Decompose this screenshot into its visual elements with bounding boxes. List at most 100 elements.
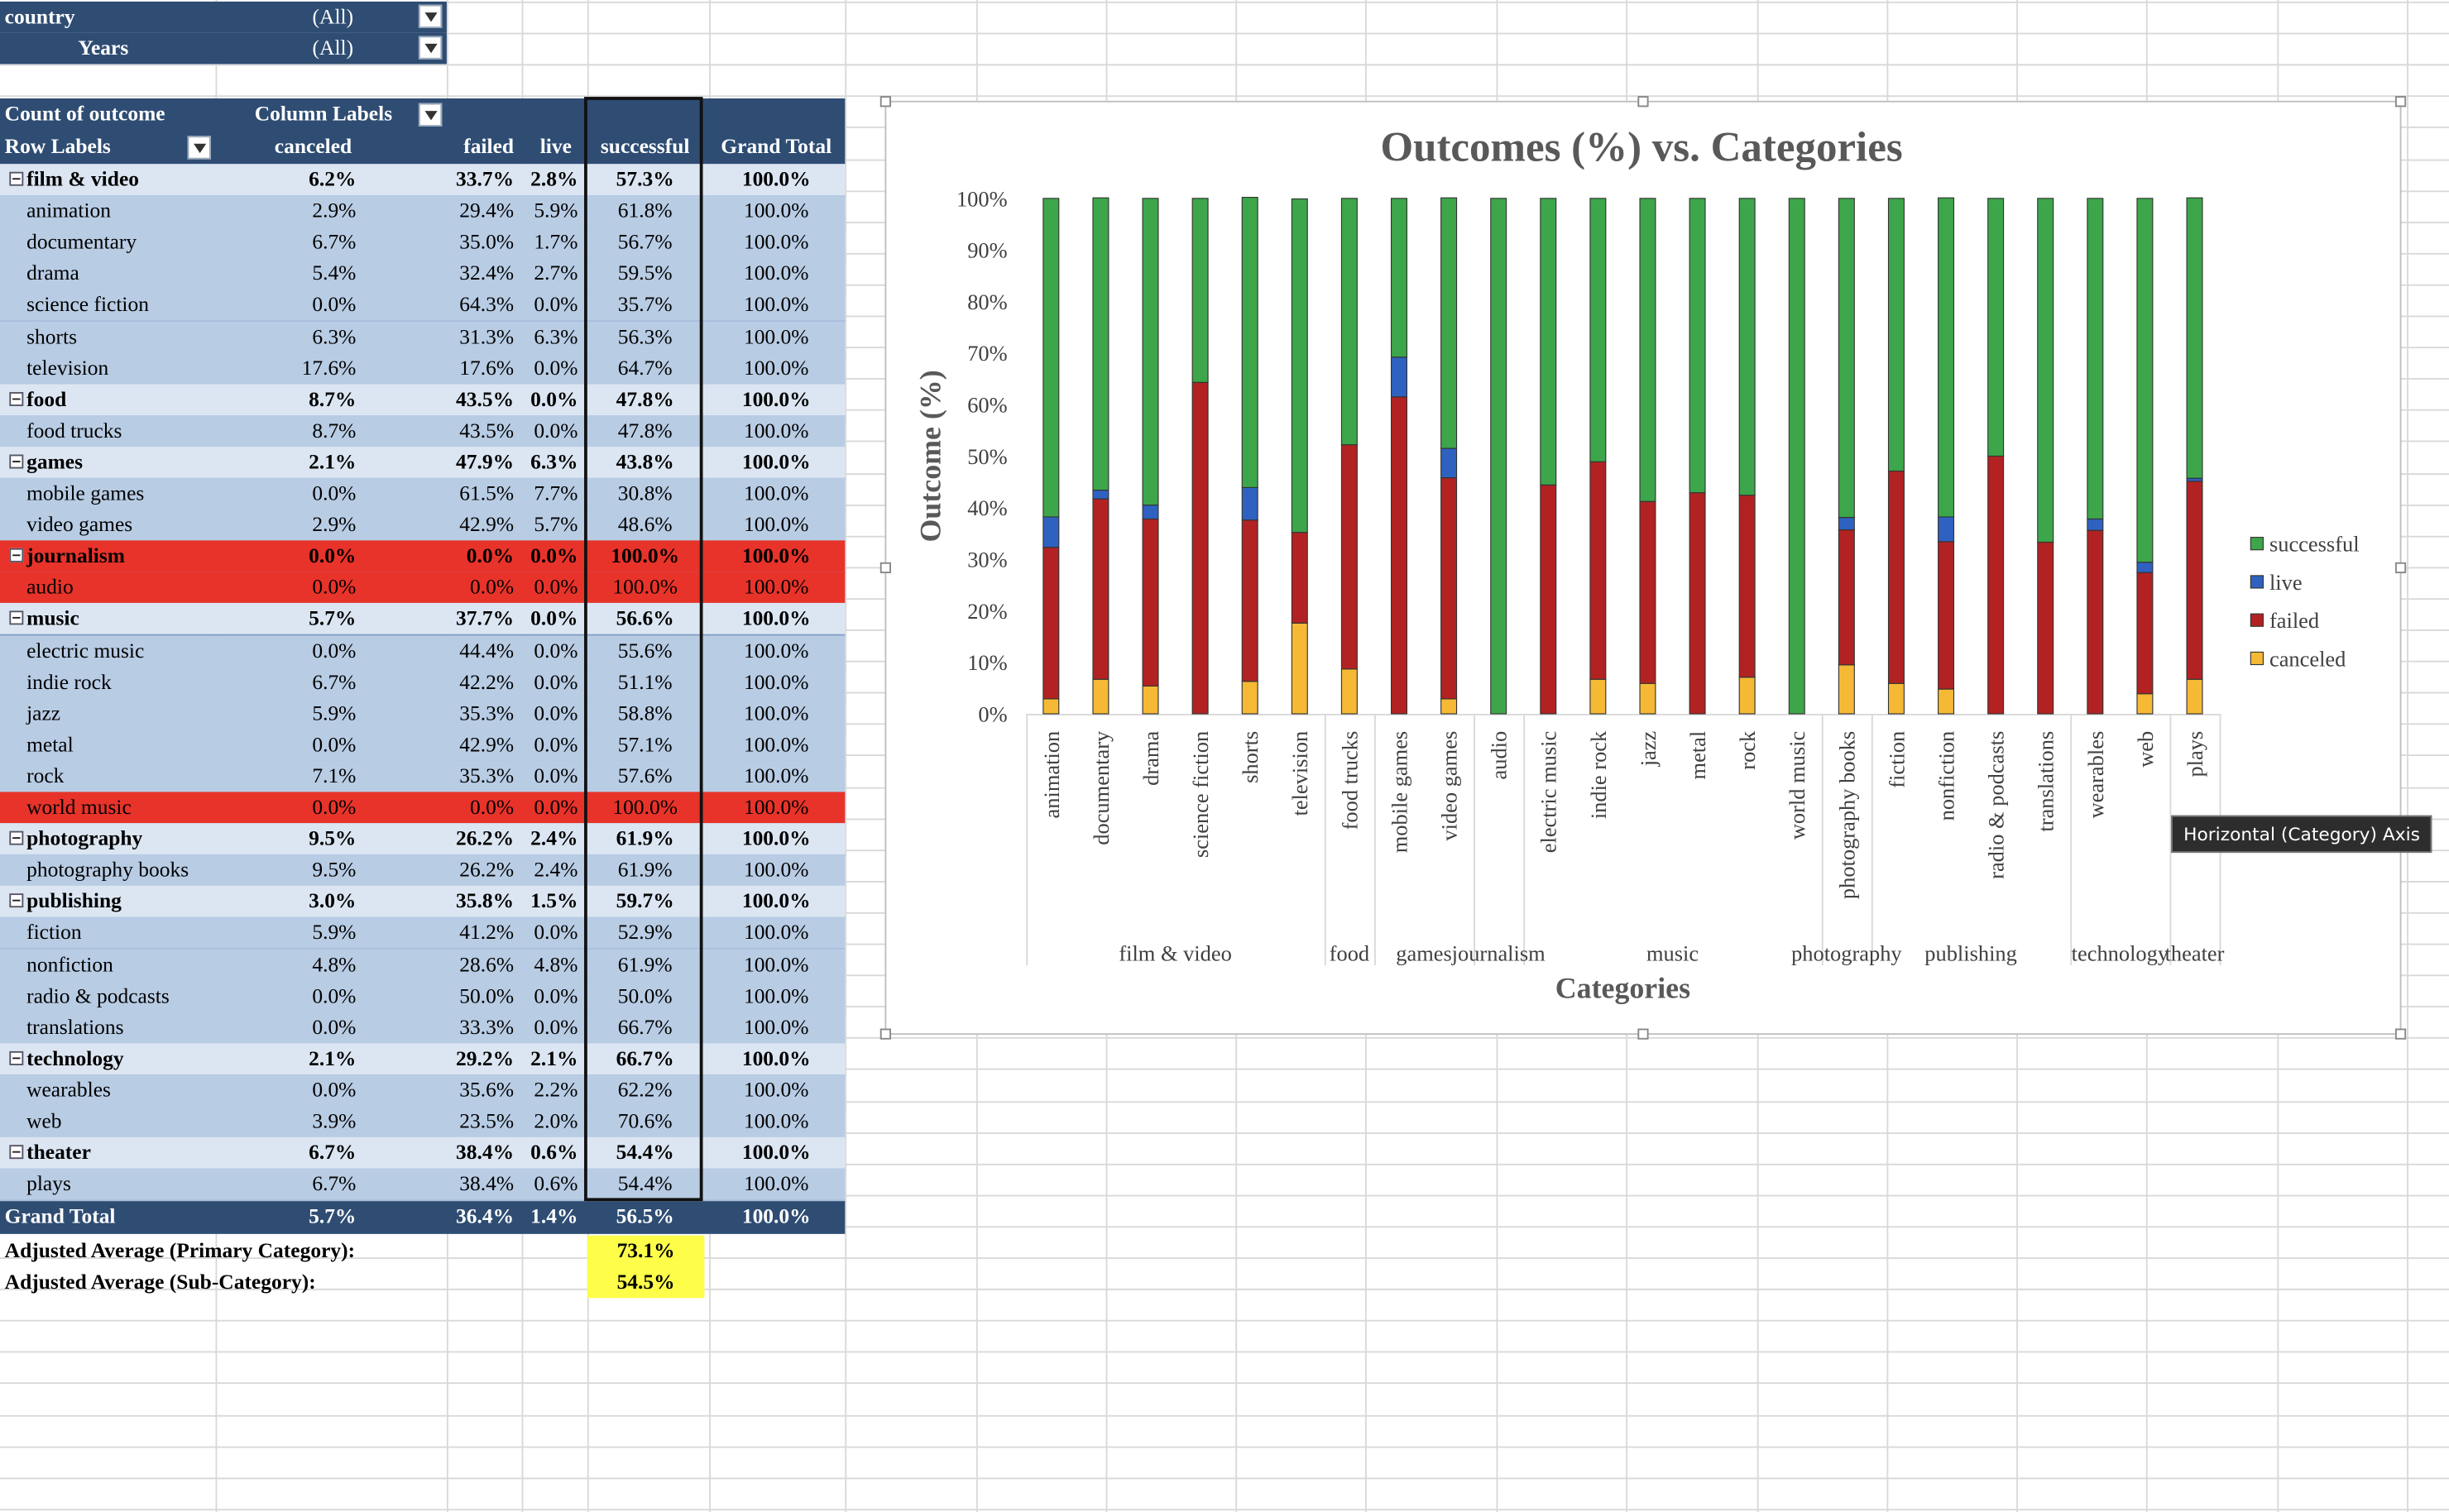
cell-canceled[interactable]: 8.7% [312, 419, 357, 443]
cell-failed[interactable]: 0.0% [466, 543, 515, 567]
cell-successful[interactable]: 61.9% [616, 825, 674, 850]
table-row[interactable] [0, 885, 846, 919]
cell-failed[interactable]: 17.6% [459, 356, 515, 380]
cell-live[interactable]: 1.7% [534, 229, 578, 253]
cell-canceled[interactable]: 5.7% [309, 605, 357, 630]
cell-canceled[interactable]: 0.0% [312, 1077, 357, 1102]
col-header-failed[interactable]: failed [463, 134, 515, 158]
cell-live[interactable]: 0.0% [530, 543, 578, 567]
cell-grand-total[interactable]: 100.0% [743, 857, 809, 882]
table-row[interactable] [0, 760, 846, 794]
row-label-category[interactable]: games [26, 449, 84, 474]
table-row[interactable] [0, 1105, 846, 1139]
cell-successful[interactable]: 48.6% [617, 512, 673, 536]
cell-failed[interactable]: 47.9% [456, 449, 515, 474]
cell-live[interactable]: 0.0% [534, 356, 578, 380]
cell-live[interactable]: 2.4% [530, 825, 578, 850]
cell-successful[interactable]: 30.8% [617, 481, 673, 505]
cell-failed[interactable]: 38.4% [456, 1140, 515, 1164]
cell-canceled[interactable]: 8.7% [309, 387, 357, 411]
cell-live[interactable]: 5.9% [534, 198, 578, 222]
filter-years-dropdown-icon[interactable] [418, 36, 443, 60]
cell-canceled[interactable]: 6.7% [309, 1140, 357, 1164]
cell-grand-total[interactable]: 100.0% [743, 920, 809, 944]
grand-total-canceled[interactable]: 5.7% [309, 1203, 357, 1228]
cell-grand-total[interactable]: 100.0% [741, 888, 811, 912]
cell-canceled[interactable]: 6.7% [312, 229, 357, 253]
cell-grand-total[interactable]: 100.0% [743, 481, 809, 505]
cell-failed[interactable]: 35.0% [459, 229, 515, 253]
cell-failed[interactable]: 0.0% [469, 795, 515, 819]
table-row[interactable] [0, 916, 846, 950]
cell-failed[interactable]: 31.3% [459, 324, 515, 349]
cell-successful[interactable]: 54.4% [617, 1171, 673, 1195]
table-row[interactable] [0, 602, 846, 636]
cell-successful[interactable]: 47.8% [617, 419, 673, 443]
row-label-subcategory[interactable]: radio & podcasts [26, 983, 170, 1008]
cell-failed[interactable]: 28.6% [459, 952, 515, 977]
row-label-category[interactable]: technology [26, 1046, 124, 1070]
grand-total-failed[interactable]: 36.4% [456, 1203, 515, 1228]
row-label-category[interactable]: journalism [26, 543, 126, 567]
cell-successful[interactable]: 57.1% [617, 732, 673, 756]
cell-grand-total[interactable]: 100.0% [743, 732, 809, 756]
row-label-subcategory[interactable]: television [26, 356, 109, 380]
cell-canceled[interactable]: 0.0% [312, 983, 357, 1008]
cell-successful[interactable]: 55.6% [617, 639, 673, 663]
table-row[interactable] [0, 729, 846, 763]
cell-live[interactable]: 0.0% [534, 292, 578, 316]
row-label-subcategory[interactable]: photography books [26, 857, 189, 882]
row-label-subcategory[interactable]: mobile games [26, 481, 145, 505]
table-row[interactable] [0, 257, 846, 291]
cell-grand-total[interactable]: 100.0% [743, 419, 809, 443]
collapse-icon[interactable] [9, 1050, 24, 1065]
row-label-subcategory[interactable]: nonfiction [26, 952, 113, 977]
row-label-category[interactable]: publishing [26, 888, 122, 912]
cell-successful[interactable]: 56.7% [617, 229, 673, 253]
collapse-icon[interactable] [9, 454, 24, 469]
cell-grand-total[interactable]: 100.0% [743, 763, 809, 787]
cell-grand-total[interactable]: 100.0% [743, 512, 809, 536]
row-label-subcategory[interactable]: audio [26, 574, 74, 599]
row-label-subcategory[interactable]: world music [26, 795, 132, 819]
cell-failed[interactable]: 43.5% [456, 387, 515, 411]
cell-canceled[interactable]: 6.7% [312, 1171, 357, 1195]
cell-live[interactable]: 0.0% [534, 639, 578, 663]
cell-failed[interactable]: 35.3% [459, 701, 515, 725]
cell-failed[interactable]: 42.9% [459, 732, 515, 756]
cell-live[interactable]: 4.8% [534, 952, 578, 977]
cell-successful[interactable]: 57.3% [616, 167, 674, 191]
cell-successful[interactable]: 59.5% [617, 261, 673, 285]
cell-canceled[interactable]: 5.9% [312, 701, 357, 725]
cell-canceled[interactable]: 0.0% [312, 795, 357, 819]
filter-country-dropdown-icon[interactable] [418, 4, 443, 28]
cell-successful[interactable]: 58.8% [617, 701, 673, 725]
cell-successful[interactable]: 61.9% [617, 952, 673, 977]
cell-failed[interactable]: 23.5% [459, 1108, 515, 1133]
column-labels-dropdown-icon[interactable] [418, 103, 443, 127]
cell-live[interactable]: 2.2% [534, 1077, 578, 1102]
cell-live[interactable]: 1.5% [530, 888, 578, 912]
cell-grand-total[interactable]: 100.0% [741, 825, 811, 850]
cell-canceled[interactable]: 2.9% [312, 512, 357, 536]
collapse-icon[interactable] [9, 610, 24, 625]
cell-grand-total[interactable]: 100.0% [741, 543, 811, 567]
cell-canceled[interactable]: 17.6% [301, 356, 357, 380]
cell-live[interactable]: 0.0% [534, 795, 578, 819]
cell-grand-total[interactable]: 100.0% [743, 1171, 809, 1195]
row-label-subcategory[interactable]: metal [26, 732, 74, 756]
row-label-category[interactable]: theater [26, 1140, 91, 1164]
cell-successful[interactable]: 100.0% [612, 574, 678, 599]
col-header-successful[interactable]: successful [600, 134, 690, 158]
cell-grand-total[interactable]: 100.0% [743, 795, 809, 819]
grand-total-live[interactable]: 1.4% [530, 1203, 578, 1228]
cell-canceled[interactable]: 9.5% [312, 857, 357, 882]
cell-failed[interactable]: 41.2% [459, 920, 515, 944]
cell-canceled[interactable]: 2.1% [309, 449, 357, 474]
table-row[interactable] [0, 509, 846, 543]
cell-successful[interactable]: 56.3% [617, 324, 673, 349]
grand-total-successful[interactable]: 56.5% [616, 1203, 674, 1228]
cell-successful[interactable]: 66.7% [616, 1046, 674, 1070]
collapse-icon[interactable] [9, 893, 24, 908]
cell-canceled[interactable]: 6.7% [312, 670, 357, 694]
